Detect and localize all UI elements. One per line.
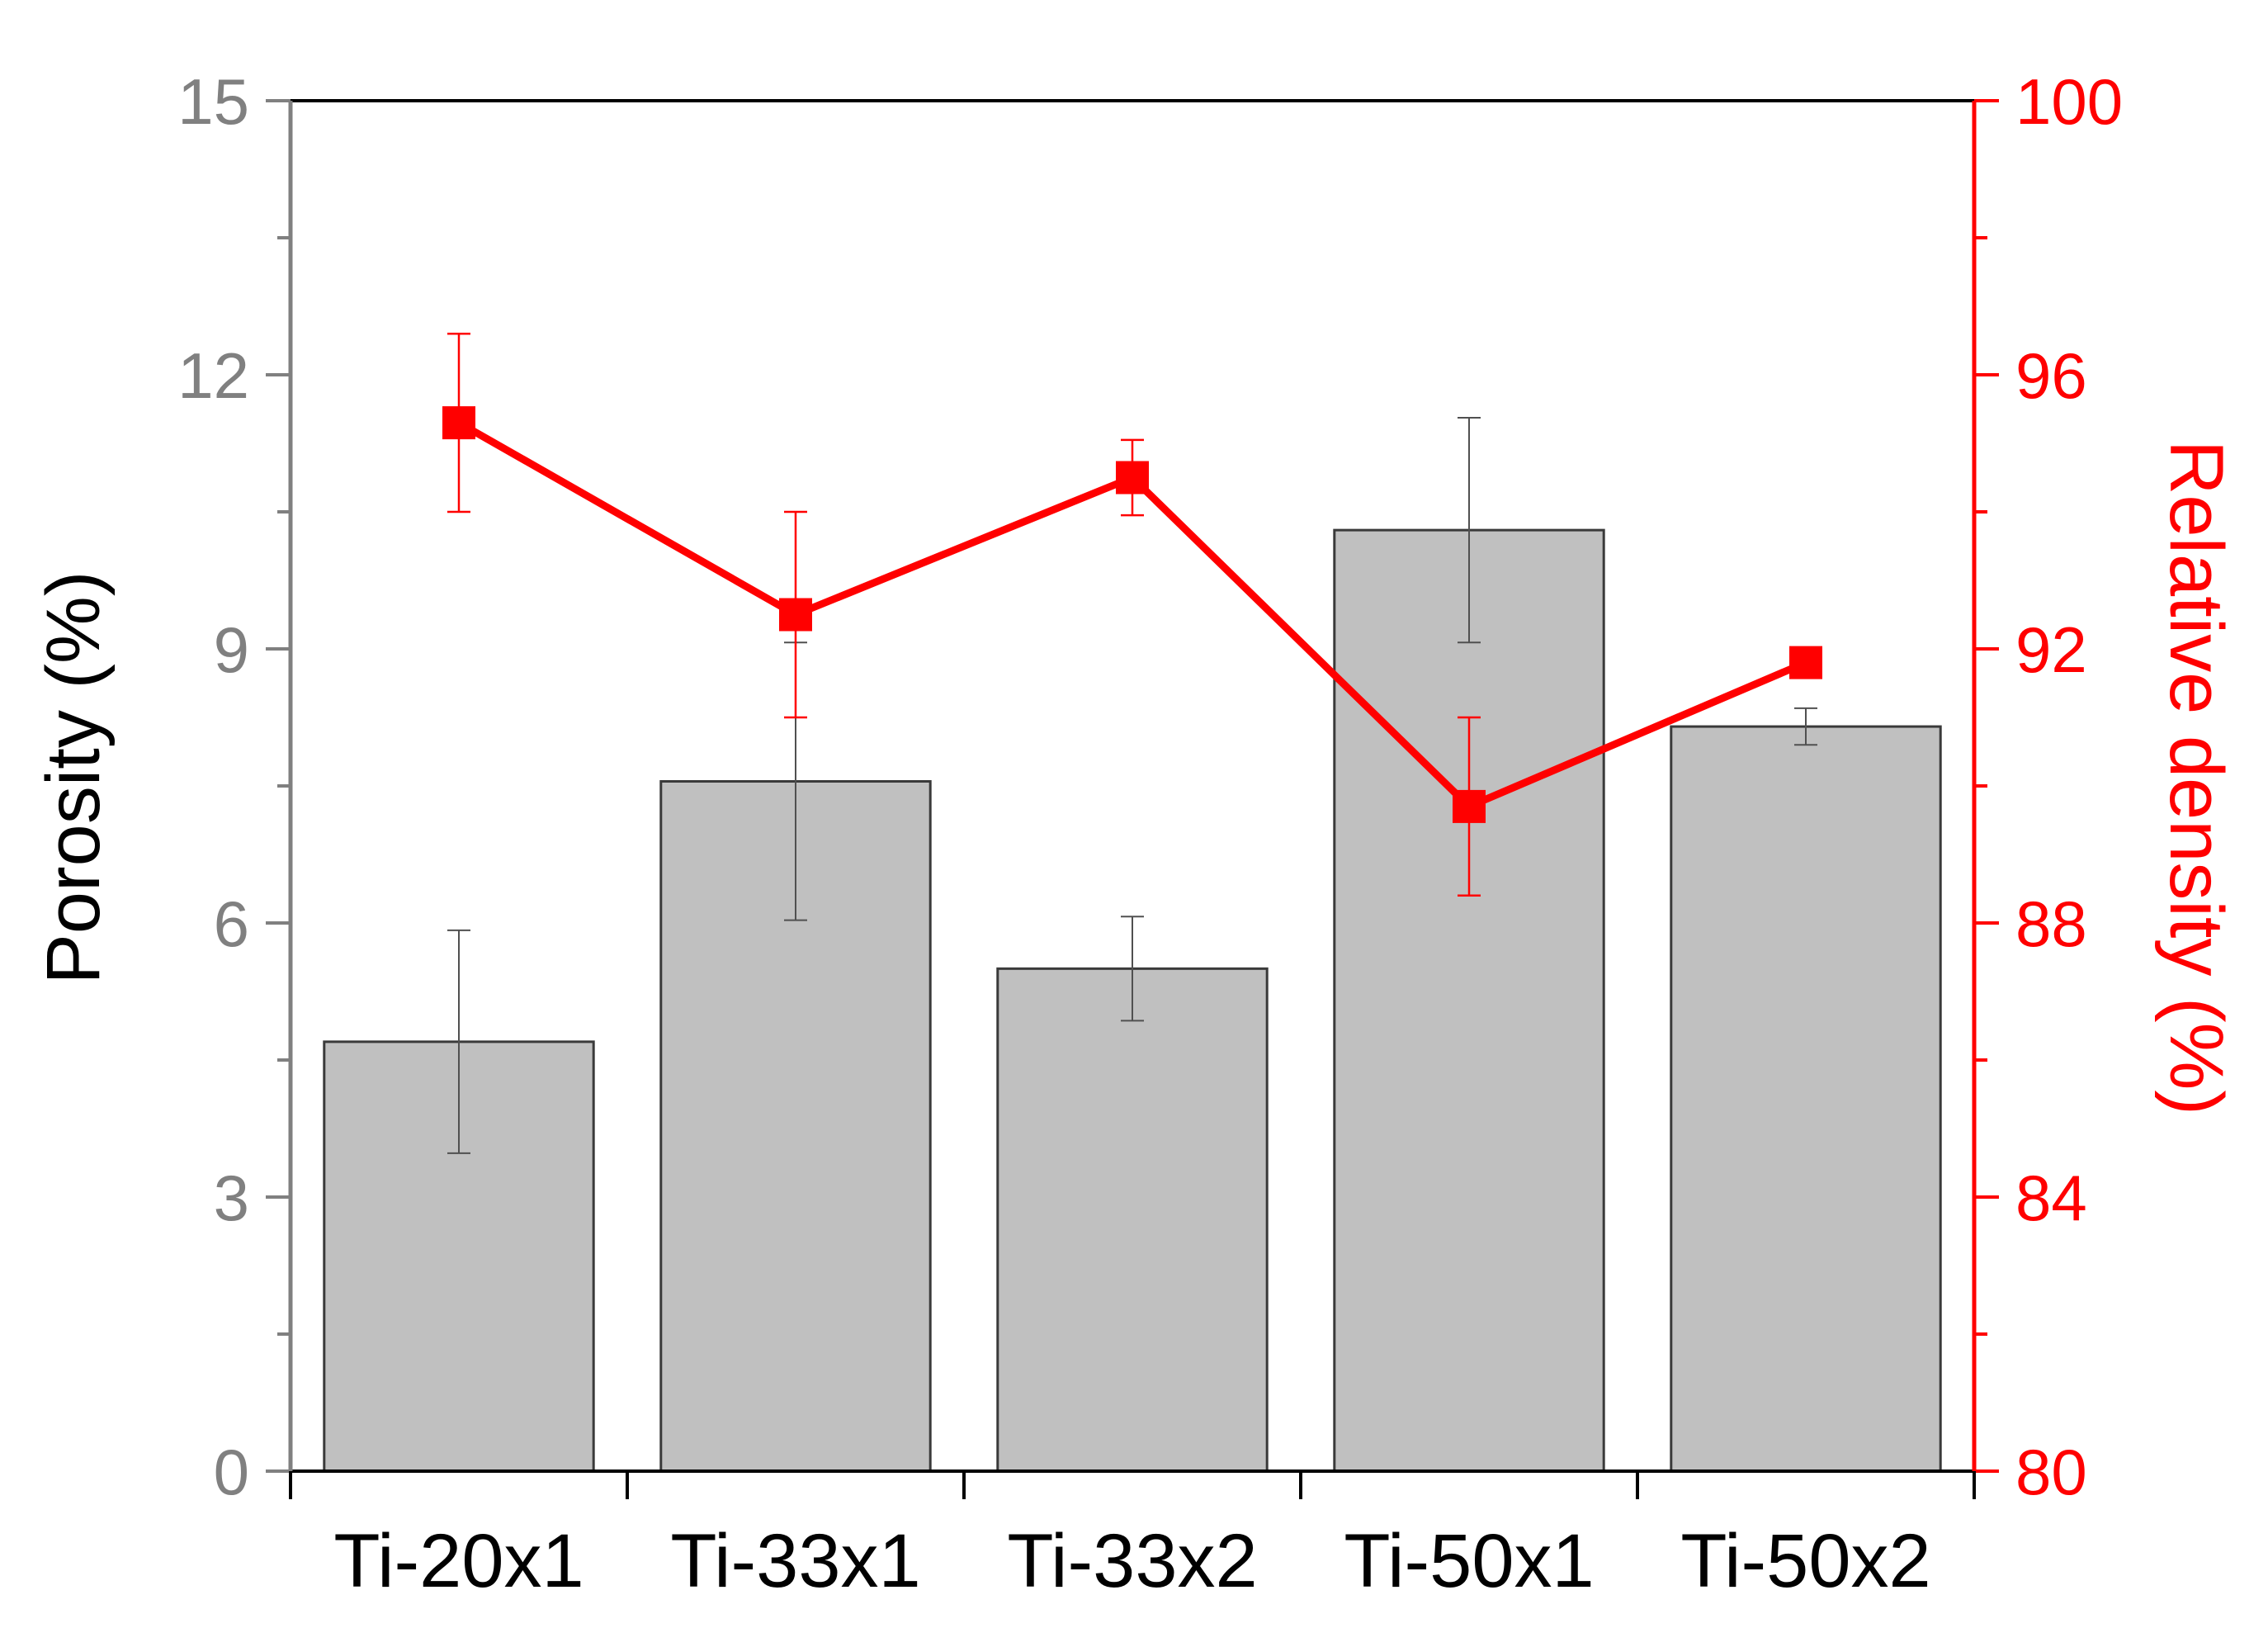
- labels-layer: Porosity (%) Relative density (%): [31, 440, 2238, 1115]
- bar: [1333, 528, 1605, 1473]
- y-tick-label-right: 88: [2015, 887, 2087, 960]
- axes-layer: 0 3 6 9 12 15 80 84 88 92 96 100 Ti-20x1 Ti-33x1 Ti-33…: [177, 65, 2123, 1603]
- line-point: [1116, 461, 1149, 495]
- x-tick-label: Ti-20x1: [333, 1519, 584, 1603]
- y-tick-label-right: 100: [2015, 65, 2123, 138]
- bar: [1670, 725, 1942, 1473]
- y-tick-label-left: 9: [214, 613, 249, 686]
- bar: [996, 967, 1269, 1473]
- y-tick-label-left: 15: [177, 65, 249, 138]
- x-tick-label: Ti-33x1: [670, 1519, 920, 1603]
- y-tick-label-left: 0: [214, 1436, 249, 1508]
- y-axis-title-right: Relative density (%): [2154, 440, 2238, 1115]
- y-tick-label-right: 96: [2015, 339, 2087, 412]
- line-point: [1789, 646, 1822, 679]
- line-point: [1453, 789, 1486, 823]
- x-tick-label: Ti-33x2: [1007, 1519, 1257, 1603]
- x-tick-label: Ti-50x1: [1344, 1519, 1594, 1603]
- y-tick-label-left: 3: [214, 1162, 249, 1234]
- bars-layer: [323, 417, 1942, 1473]
- line-point: [779, 598, 812, 632]
- y-tick-label-left: 12: [177, 339, 249, 412]
- line-layer: [442, 332, 1822, 897]
- line-point: [442, 406, 475, 440]
- x-tick-label: Ti-50x2: [1680, 1519, 1930, 1603]
- y-tick-label-left: 6: [214, 887, 249, 960]
- y-tick-label-right: 92: [2015, 613, 2087, 686]
- y-tick-label-right: 84: [2015, 1162, 2087, 1234]
- y-tick-label-right: 80: [2015, 1436, 2087, 1508]
- y-axis-title-left: Porosity (%): [31, 571, 116, 985]
